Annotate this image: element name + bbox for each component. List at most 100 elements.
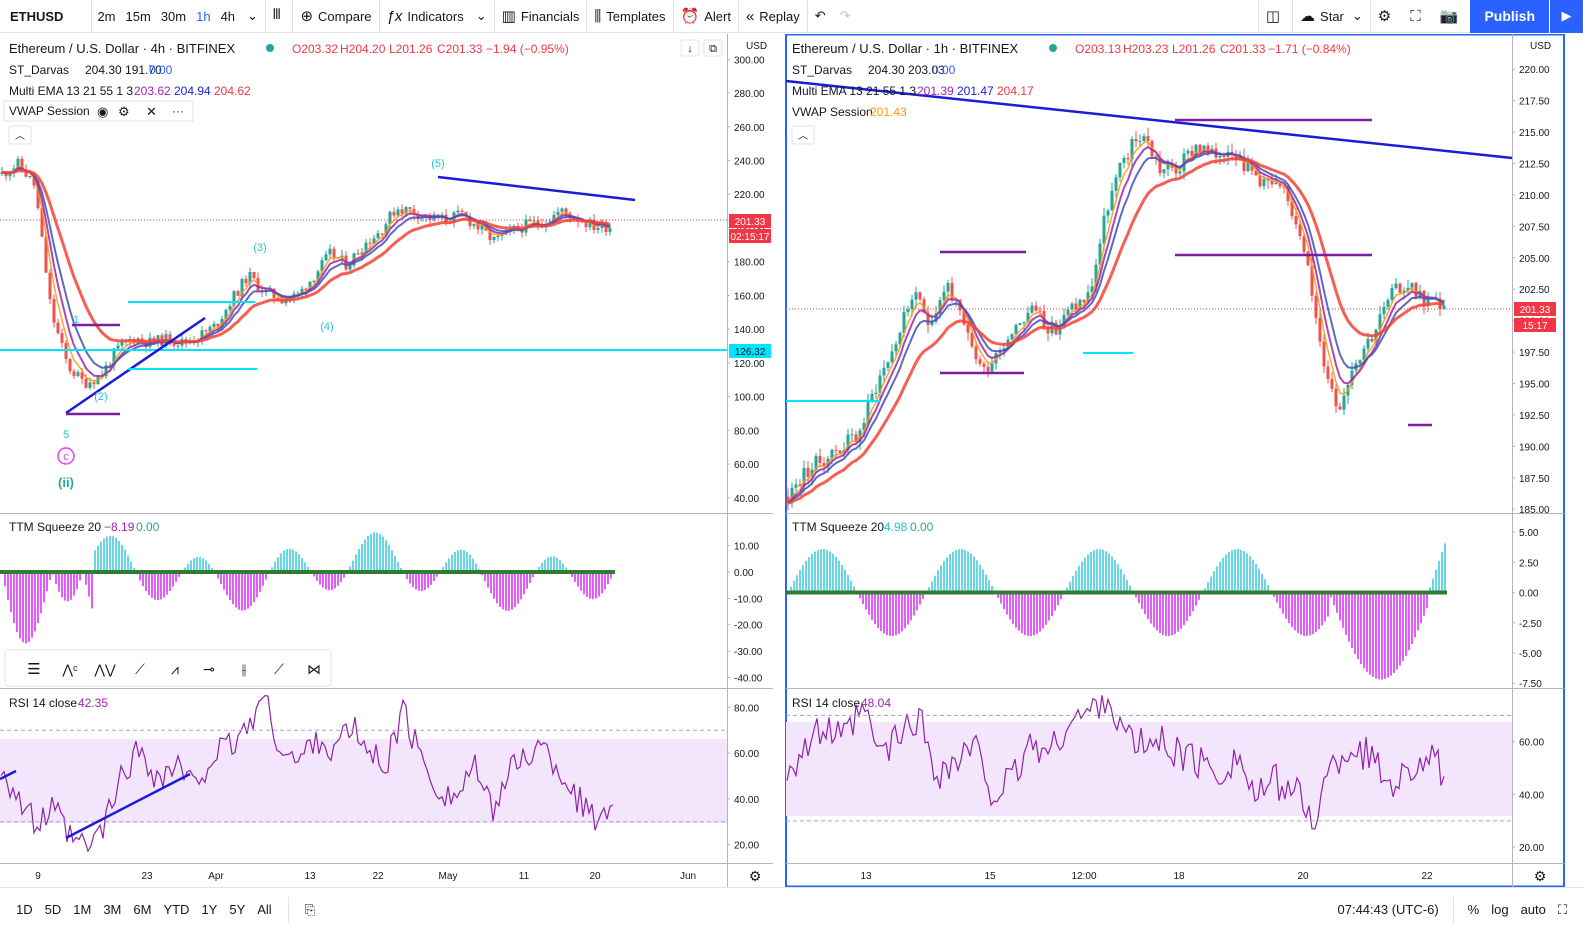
squeeze-bar [415, 572, 417, 590]
vwap-legend-box[interactable] [3, 100, 194, 122]
vertical-lines-icon[interactable]: ⫲ [242, 661, 247, 677]
vwap-label[interactable]: VWAP Session [9, 104, 90, 118]
squeeze-bar [1093, 550, 1095, 593]
squeeze-bar [1246, 553, 1248, 593]
candle-body [946, 283, 950, 292]
darvas-label[interactable]: ST_Darvas [792, 63, 852, 77]
trendline[interactable] [785, 79, 1513, 160]
fib-fan-icon[interactable]: ⩘ [171, 661, 179, 677]
fib-icon[interactable]: ☰ [27, 661, 40, 678]
layout-button[interactable]: ◫ [1259, 0, 1292, 33]
candle-body [1166, 163, 1170, 170]
percent-toggle[interactable]: % [1467, 902, 1480, 917]
eye-icon[interactable]: ◉ [97, 104, 108, 119]
chart-type-button[interactable]: 𝍫 [266, 0, 293, 33]
squeeze-bar [490, 572, 492, 594]
rsi-label[interactable]: RSI 14 close [792, 696, 860, 710]
financials-button[interactable]: ▥ Financials [495, 0, 587, 33]
redo-button[interactable]: ↷ [833, 0, 858, 33]
ema-label[interactable]: Multi EMA 13 21 55 1 3 [792, 84, 916, 98]
ema-13-line [787, 145, 1445, 504]
chart-area[interactable]: 300.00280.00260.00240.00220.00200.00180.… [0, 34, 1583, 887]
scroll-down-button[interactable] [680, 39, 700, 57]
path-icon[interactable]: ⟋ [135, 661, 145, 677]
trendline[interactable] [65, 316, 206, 415]
pattern-icon[interactable]: ⋈ [307, 661, 321, 677]
rsi-trendline[interactable] [0, 769, 17, 781]
range-6m[interactable]: 6M [133, 902, 152, 917]
rsi-label[interactable]: RSI 14 close [9, 696, 77, 710]
squeeze-bar [271, 567, 273, 572]
range-5y[interactable]: 5Y [229, 902, 246, 917]
log-toggle[interactable]: log [1491, 902, 1509, 917]
collapse-legend-button[interactable] [791, 125, 815, 145]
fullscreen-button[interactable]: ⛶ [1403, 0, 1433, 33]
alert-button[interactable]: ⏰ Alert [674, 0, 738, 33]
range-3m[interactable]: 3M [103, 902, 122, 917]
interval-30m[interactable]: 30m [160, 8, 187, 24]
publish-button[interactable]: Publish [1470, 0, 1549, 33]
replay-button[interactable]: «Replay [739, 0, 807, 33]
candle-body [1066, 309, 1070, 315]
settings-button[interactable]: ⚙ [1371, 0, 1403, 33]
fullscreen-button[interactable]: ⛶ [1552, 902, 1573, 918]
horizontal-ray-icon[interactable]: ⊸ [203, 661, 215, 677]
candle-body [986, 366, 990, 372]
close-icon[interactable]: ✕ [146, 104, 157, 119]
indicators-button[interactable]: ƒx Indicators ⌄ [380, 0, 494, 33]
rsi-trendline[interactable] [65, 772, 191, 840]
candle-body [830, 449, 834, 459]
interval-1h[interactable]: 1h [196, 8, 211, 24]
y-tick-label: 260.00 [734, 123, 765, 134]
trendline[interactable] [437, 175, 636, 202]
y-tick-label: -2.50 [1519, 619, 1542, 630]
left-rsi-pane [0, 695, 727, 853]
gear-icon[interactable]: ⚙ [1534, 868, 1547, 884]
go-to-date-button[interactable]: ⎘ [299, 902, 321, 918]
publish-video-button[interactable]: ▶ [1549, 0, 1583, 33]
ttm-value-2: 0.00 [136, 520, 160, 534]
squeeze-bar [1369, 592, 1371, 675]
squeeze-bar [325, 572, 327, 590]
interval-4h[interactable]: 4h [220, 8, 236, 24]
candle-body [56, 322, 60, 334]
abc-pattern-icon[interactable]: ⋀ᶜ [61, 662, 78, 677]
range-1y[interactable]: 1Y [201, 902, 218, 917]
y-tick-label: 140.00 [734, 325, 765, 336]
interval-2m[interactable]: 2m [97, 8, 116, 24]
auto-toggle[interactable]: auto [1520, 902, 1546, 917]
ema-label[interactable]: Multi EMA 13 21 55 1 3 [9, 84, 133, 98]
candle-body [1098, 243, 1102, 265]
candle-body [1114, 177, 1118, 191]
range-all[interactable]: All [257, 902, 272, 917]
ttm-label[interactable]: TTM Squeeze 20 [9, 520, 101, 534]
maximize-button[interactable] [703, 39, 723, 57]
squeeze-bar [865, 592, 867, 610]
compare-button[interactable]: ⊕ Compare [293, 0, 378, 33]
gear-icon[interactable]: ⚙ [749, 868, 762, 884]
darvas-label[interactable]: ST_Darvas [9, 63, 69, 77]
interval-15m[interactable]: 15m [125, 8, 151, 24]
trendline-icon[interactable]: ⟋ [274, 661, 284, 677]
squeeze-bar [253, 572, 255, 603]
undo-button[interactable]: ↶ [808, 0, 833, 33]
interval-dropdown[interactable]: ⌄ [240, 0, 265, 33]
snapshot-button[interactable]: 📷 [1433, 0, 1471, 33]
gear-icon[interactable]: ⚙ [118, 104, 130, 119]
range-5d[interactable]: 5D [44, 902, 62, 917]
range-1d[interactable]: 1D [16, 902, 33, 917]
candle-body [1062, 314, 1066, 327]
collapse-legend-button[interactable] [8, 125, 32, 145]
range-1m[interactable]: 1M [73, 902, 92, 917]
ttm-label[interactable]: TTM Squeeze 20 [792, 520, 884, 534]
squeeze-bar [955, 550, 957, 593]
more-icon[interactable]: ··· [172, 104, 184, 118]
templates-button[interactable]: ⫼ Templates [587, 0, 672, 33]
squeeze-bar [538, 566, 540, 572]
range-ytd[interactable]: YTD [163, 902, 190, 917]
save-layout-button[interactable]: ☁ Star ⌄ [1293, 0, 1370, 33]
vwap-label[interactable]: VWAP Session [792, 105, 873, 119]
elliott-wave-icon[interactable]: ⋀⋁ [93, 662, 116, 677]
symbol-search[interactable]: ETHUSD [10, 8, 64, 24]
clock[interactable]: 07:44:43 (UTC-6) [1337, 902, 1439, 917]
